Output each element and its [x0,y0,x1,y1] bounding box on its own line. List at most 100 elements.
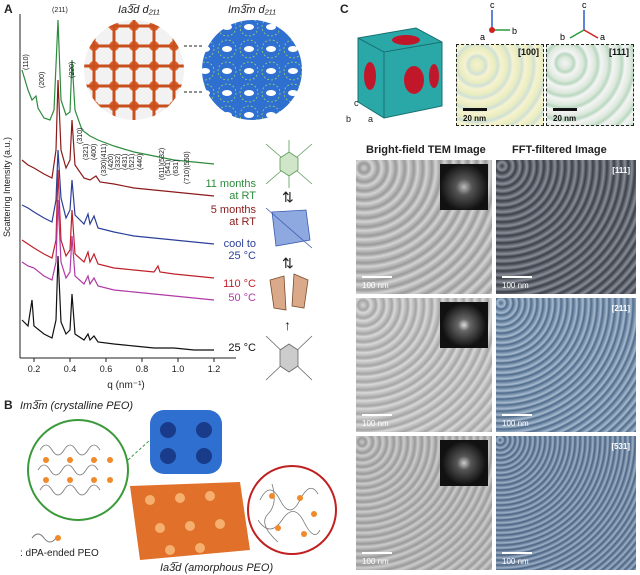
curve-cool-to-25 [21,149,215,245]
triad-100-b: b [512,26,517,36]
bf-image-row1: 100 nm [356,160,492,294]
panel-a-letter: A [4,2,13,16]
curve-50C [21,199,215,301]
peak-710-550: (710)(550) [184,151,191,184]
curve-label-11months: 11 months at RT [190,178,256,202]
curve-label-25: 25 °C [228,342,256,354]
peak-521: (521) [129,154,136,170]
fft-image-row3: [531] 100 nm [496,436,636,570]
fft-scale-row1: 100 nm [502,281,529,290]
triad-100-c: c [490,0,495,10]
peak-321: (321) [83,144,90,160]
triad-111-c: c [582,0,587,10]
model-axis-c: c [354,98,359,108]
panel-b-illustration [27,410,337,560]
peak-200: (200) [39,72,46,88]
fft-inset-row2 [440,302,488,348]
inset-structures [84,20,302,120]
inset-left-title: Ia3̅d d₂₁₁ [118,4,160,16]
xtick-1: 0.4 [64,364,77,374]
bf-scalebar-row1 [362,276,392,278]
xtick-2: 0.6 [100,364,113,374]
saxs-plot: 0.2 0.4 0.6 0.8 1.0 1.2 q (nm⁻¹) (211) (… [19,7,236,391]
triad-100-a: a [480,32,485,42]
schematic-gray [265,335,313,381]
curve-25C [21,255,214,351]
peak-labels: (211) (110) (200) (220) (310) (321) (400… [23,7,191,184]
sim-100-scalebar [463,108,487,111]
sim-111-tag: [111] [608,47,629,57]
bf-scalebar-row3 [362,552,392,554]
peak-631: (631) [173,160,180,176]
curve-label-5months: 5 months at RT [190,204,256,228]
col-header-bf: Bright-field TEM Image [366,144,486,156]
model-axis-a: a [368,114,373,124]
fft-inset-row3 [440,440,488,486]
crystalline-chains [37,444,101,496]
peak-332: (332) [115,154,122,170]
panel-b-bottom-label: Ia3̅d (amorphous PEO) [160,562,274,574]
fft-scalebar-row2 [502,414,532,416]
bf-scale-row3: 100 nm [362,557,389,566]
bf-scale-row1: 100 nm [362,281,389,290]
curve-label-cool-2: 25 °C [228,250,256,262]
y-axis-label-wrap: Scattering Intensity (a.u.) [0,100,14,280]
peak-431: (431) [122,154,129,170]
im3m-block [150,410,222,474]
fft-tag-row1: [111] [612,166,630,175]
bf-scalebar-row2 [362,414,392,416]
panel-c-letter: C [340,2,349,16]
curve-label-110: 110 °C [223,278,256,290]
sim-pattern-100: [100] 20 nm [456,44,544,126]
bf-image-row2: 100 nm [356,298,492,432]
schematic-column: ⇅ ⇅ ↑ [265,140,313,381]
xtick-3: 0.8 [136,364,149,374]
curve-label-11months-2: at RT [229,190,256,202]
axes-triad-100: c b a [480,0,517,42]
sim-pattern-111: [111] 20 nm [546,44,634,126]
peak-310: (310) [77,128,84,144]
fft-image-row2: [211] 100 nm [496,298,636,432]
xtick-0: 0.2 [28,364,41,374]
fft-tag-row2: [211] [611,304,630,313]
legend-chain [31,533,57,543]
ia3d-sphere [84,20,184,120]
curve-label-5months-1: 5 months [210,204,256,216]
panel-b-letter: B [4,398,13,412]
x-ticks [33,358,215,362]
peak-420: (420) [108,154,115,170]
bf-scale-row2: 100 nm [362,419,389,428]
fft-scalebar-row1 [502,276,532,278]
curve-5-months [21,79,215,197]
fft-scale-row3: 100 nm [502,557,529,566]
peak-211: (211) [52,7,68,14]
x-tick-labels: 0.2 0.4 0.6 0.8 1.0 1.2 [28,364,221,374]
fft-scalebar-row3 [502,552,532,554]
triad-111-b: b [560,32,565,42]
fft-tag-row3: [531] [611,442,630,451]
peak-330-411: (330)(411) [101,144,108,176]
ia3d-block [130,482,250,560]
bf-image-row3: 100 nm [356,436,492,570]
arrow-3: ↑ [284,317,291,333]
peak-541: (541) [165,160,172,176]
peak-220: (220) [69,62,76,78]
legend-endgroup [55,535,61,541]
inset-right-title: Im3̅m d₂₁₁ [228,4,276,16]
sim-111-scalebar [553,108,577,111]
xtick-5: 1.2 [208,364,221,374]
curve-11-months [21,19,215,165]
xtick-4: 1.0 [172,364,185,374]
sim-100-tag: [100] [517,47,539,57]
peak-440: (440) [137,154,144,170]
curve-label-cool: cool to 25 °C [190,238,256,262]
triad-111-a: a [600,32,605,42]
im3m-sphere [202,20,302,120]
unit-cell-model: b c a [346,27,443,124]
axes-triad-111: c b a [560,0,605,42]
model-axis-b: b [346,114,351,124]
col-header-fft: FFT-filtered Image [512,144,607,156]
panel-b-top-label: Im3̅m (crystalline PEO) [20,400,134,412]
arrow-2: ⇅ [282,255,294,271]
sim-111-scale: 20 nm [553,114,577,123]
